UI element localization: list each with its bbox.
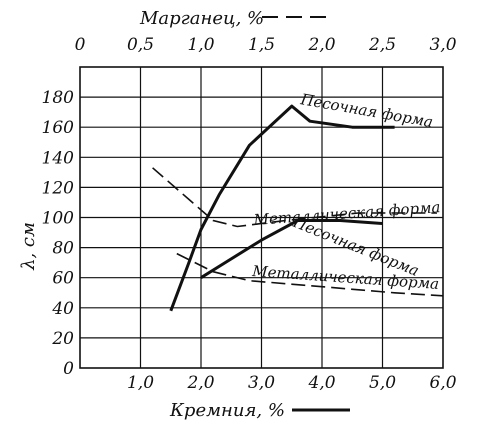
tick-labels: 0 0,5 1,0 1,5 2,0 2,5 3,0 1,0 2,0 3,0 4,0 5,0 6,0 180… <box>42 35 457 393</box>
bottom-tick-label: 5,0 <box>369 373 396 393</box>
y-tick-label: 20 <box>51 329 74 349</box>
y-tick-label: 0 <box>63 359 74 379</box>
y-axis-title: λ, см <box>18 222 39 271</box>
top-axis-title: Марганец, % <box>139 8 264 29</box>
grid <box>79 66 444 369</box>
top-tick-label: 2,5 <box>368 35 396 55</box>
series-line-silicon-1 <box>169 104 395 312</box>
bottom-tick-label: 1,0 <box>127 373 154 393</box>
bottom-axis-title: Кремния, % <box>169 400 285 421</box>
y-tick-label: 60 <box>52 269 74 289</box>
y-tick-label: 140 <box>42 148 75 168</box>
curve-label-metal-manganese: Металлическая форма <box>252 198 441 229</box>
series-line-silicon-2 <box>200 219 383 279</box>
y-tick-label: 80 <box>52 239 74 259</box>
top-tick-label: 1,0 <box>187 35 214 55</box>
y-tick-label: 160 <box>42 118 75 138</box>
series-lines <box>152 104 444 312</box>
top-tick-label: 3,0 <box>429 35 456 55</box>
bottom-tick-label: 6,0 <box>429 373 456 393</box>
bottom-tick-label: 2,0 <box>186 373 214 393</box>
series-line-manganese-4 <box>176 252 444 297</box>
series-line-manganese-3 <box>152 167 437 228</box>
top-tick-label: 0 <box>75 35 86 55</box>
bottom-tick-label: 3,0 <box>248 373 275 393</box>
top-tick-label: 1,5 <box>248 35 275 55</box>
top-tick-label: 2,0 <box>307 35 335 55</box>
top-tick-label: 0,5 <box>127 35 154 55</box>
bottom-tick-label: 4,0 <box>307 373 335 393</box>
y-tick-label: 120 <box>42 178 75 198</box>
curve-label-sand-silicon: Песочная форма <box>298 90 434 131</box>
y-tick-label: 100 <box>42 209 75 229</box>
y-tick-label: 180 <box>42 88 75 108</box>
y-tick-label: 40 <box>51 299 74 319</box>
